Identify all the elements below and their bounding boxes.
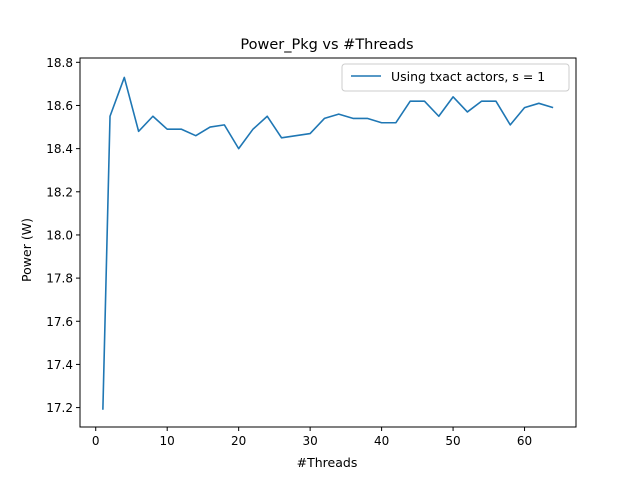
data-point [424,100,426,102]
data-point [281,137,283,139]
series-line [102,76,554,410]
data-point [381,122,383,124]
y-tick-label: 18.4 [46,142,73,156]
data-point [224,124,226,126]
data-point [452,96,454,98]
data-point [338,113,340,115]
data-point [481,100,483,102]
data-point [367,118,369,120]
data-point [495,100,497,102]
data-point [181,128,183,130]
legend-entry: Using txact actors, s = 1 [391,69,545,84]
y-tick-label: 18.0 [46,228,73,242]
y-axis-label: Power (W) [19,218,34,282]
y-tick-label: 18.2 [46,185,73,199]
data-point [552,107,554,109]
plot-area-frame [79,57,577,428]
data-point [524,107,526,109]
data-point [252,128,254,130]
x-axis: 0 10 20 30 40 50 60 [92,427,532,448]
y-tick-label: 17.2 [46,401,73,415]
data-point [124,77,126,79]
x-tick-label: 30 [302,434,317,448]
data-point [324,118,326,120]
data-point [295,135,297,137]
x-axis-label: #Threads [297,455,358,470]
chart-title: Power_Pkg vs #Threads [240,37,413,53]
x-tick-label: 60 [517,434,532,448]
y-tick-label: 18.6 [46,99,73,113]
data-point [209,126,211,128]
x-tick-label: 0 [92,434,100,448]
legend-box [341,63,570,92]
y-tick-label: 17.4 [46,358,73,372]
data-point [467,111,469,113]
y-tick-label: 18.8 [46,56,73,70]
data-point [109,115,111,117]
data-point [438,115,440,117]
data-point [409,100,411,102]
x-tick-label: 10 [160,434,175,448]
data-point [102,409,104,411]
data-point [352,118,354,120]
x-tick-label: 40 [374,434,389,448]
data-point [138,131,140,133]
x-tick-label: 50 [445,434,460,448]
data-point [166,128,168,130]
data-point [538,103,540,105]
data-point [309,133,311,135]
y-tick-label: 17.8 [46,272,73,286]
data-point [266,115,268,117]
data-point [395,122,397,124]
y-tick-label: 17.6 [46,315,73,329]
series-layer [102,76,554,411]
x-tick-label: 20 [231,434,246,448]
data-point [509,124,511,126]
y-axis: 17.2 17.4 17.6 17.8 18.0 18.2 18.4 18.6 18.8 [46,56,80,415]
data-point [152,115,154,117]
data-point [195,135,197,137]
data-point [238,148,240,150]
legend: Using txact actors, s = 1 [341,63,570,92]
